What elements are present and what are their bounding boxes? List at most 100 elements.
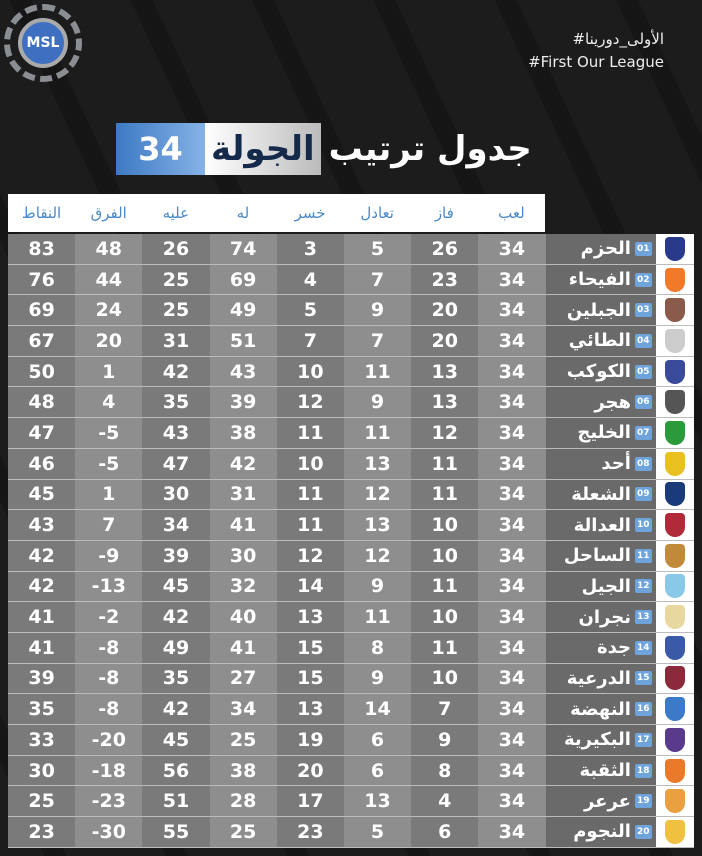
cell-points: 33 xyxy=(8,725,76,755)
cell-goals-for: 43 xyxy=(209,356,277,387)
rank-badge: 10 xyxy=(634,518,652,533)
cell-goals-against: 25 xyxy=(142,264,210,295)
cell-drawn: 5 xyxy=(343,234,412,264)
cell-goals-against: 39 xyxy=(142,540,210,571)
rank-badge: 16 xyxy=(634,702,652,717)
cell-points: 69 xyxy=(8,295,76,326)
team-crest-icon xyxy=(664,605,685,630)
cell-goals-for: 69 xyxy=(209,264,277,295)
team-logo xyxy=(655,234,694,264)
team-name: الطائي xyxy=(568,330,631,352)
cell-goal-diff: -9 xyxy=(75,540,143,571)
team-name: الفيحاء xyxy=(568,269,631,291)
cell-lost: 14 xyxy=(276,571,344,602)
cell-drawn: 5 xyxy=(343,817,412,847)
team-crest-icon xyxy=(664,635,685,660)
cell-team: العدالة 10 xyxy=(545,510,656,540)
cell-team: جدة 14 xyxy=(545,632,656,663)
cell-won: 23 xyxy=(411,264,479,295)
rank-badge: 13 xyxy=(634,610,652,625)
team-name: الجيل xyxy=(581,575,631,597)
cell-goals-against: 56 xyxy=(142,755,210,786)
header-goals-against: عليه xyxy=(162,204,190,222)
cell-lost: 7 xyxy=(276,326,344,356)
team-logo xyxy=(655,418,694,448)
team-logo xyxy=(655,479,694,510)
cell-points: 45 xyxy=(8,479,76,510)
team-name: الحزم xyxy=(580,238,631,260)
cell-won: 6 xyxy=(411,817,479,847)
team-crest-icon xyxy=(664,451,685,476)
cell-team: الكوكب 05 xyxy=(545,356,656,387)
cell-drawn: 13 xyxy=(343,786,412,817)
cell-played: 34 xyxy=(478,387,546,418)
cell-won: 7 xyxy=(411,694,479,724)
cell-drawn: 14 xyxy=(343,694,412,724)
cell-played: 34 xyxy=(478,694,546,724)
cell-won: 13 xyxy=(411,356,479,387)
cell-goals-for: 34 xyxy=(209,694,277,724)
team-name: الكوكب xyxy=(566,361,631,383)
cell-drawn: 12 xyxy=(343,540,412,571)
table-row: 69 24 25 49 5 9 20 34 الجبلين 03 xyxy=(8,295,694,327)
team-logo xyxy=(655,755,694,786)
team-name: جدة xyxy=(596,637,631,659)
cell-played: 34 xyxy=(478,725,546,755)
team-logo xyxy=(655,326,694,356)
rank-badge: 01 xyxy=(634,241,652,256)
rank-badge: 17 xyxy=(634,732,652,747)
cell-lost: 15 xyxy=(276,663,344,694)
cell-lost: 13 xyxy=(276,602,344,632)
table-header: النقاط الفرق عليه له خسر تعادل فاز لعب xyxy=(8,194,545,232)
cell-goals-for: 31 xyxy=(209,479,277,510)
cell-played: 34 xyxy=(478,602,546,632)
cell-team: الخليج 07 xyxy=(545,418,656,448)
table-row: 33 -20 45 25 19 6 9 34 البكيرية 17 xyxy=(8,725,694,756)
msl-logo: MSL xyxy=(4,4,82,82)
cell-goals-against: 49 xyxy=(142,632,210,663)
cell-team: عرعر 19 xyxy=(545,786,656,817)
table-row: 67 20 31 51 7 7 20 34 الطائي 04 xyxy=(8,326,694,357)
team-logo xyxy=(655,264,694,295)
cell-played: 34 xyxy=(478,571,546,602)
cell-goal-diff: 7 xyxy=(75,510,143,540)
cell-goal-diff: 1 xyxy=(75,479,143,510)
cell-lost: 23 xyxy=(276,817,344,847)
cell-goals-against: 26 xyxy=(142,234,210,264)
team-name: الجبلين xyxy=(566,299,631,321)
cell-goals-against: 30 xyxy=(142,479,210,510)
cell-team: أحد 08 xyxy=(545,448,656,479)
cell-goal-diff: -8 xyxy=(75,632,143,663)
cell-drawn: 13 xyxy=(343,510,412,540)
cell-team: الثقبة 18 xyxy=(545,755,656,786)
cell-played: 34 xyxy=(478,479,546,510)
cell-played: 34 xyxy=(478,663,546,694)
team-logo xyxy=(655,694,694,724)
cell-played: 34 xyxy=(478,418,546,448)
cell-lost: 20 xyxy=(276,755,344,786)
rank-badge: 12 xyxy=(634,579,652,594)
rank-badge: 15 xyxy=(634,671,652,686)
cell-team: البكيرية 17 xyxy=(545,725,656,755)
cell-goals-for: 30 xyxy=(209,540,277,571)
team-name: النهضة xyxy=(570,698,631,720)
cell-goals-against: 42 xyxy=(142,694,210,724)
cell-drawn: 13 xyxy=(343,448,412,479)
cell-points: 83 xyxy=(8,234,76,264)
cell-goal-diff: -5 xyxy=(75,448,143,479)
page-title: 34 الجولة جدول ترتيب xyxy=(116,123,532,175)
cell-won: 4 xyxy=(411,786,479,817)
cell-goal-diff: 20 xyxy=(75,326,143,356)
team-name: أحد xyxy=(601,453,631,475)
cell-drawn: 8 xyxy=(343,632,412,663)
cell-goal-diff: -8 xyxy=(75,694,143,724)
cell-lost: 11 xyxy=(276,418,344,448)
team-logo xyxy=(655,356,694,387)
cell-points: 39 xyxy=(8,663,76,694)
team-crest-icon xyxy=(664,513,685,538)
cell-won: 10 xyxy=(411,602,479,632)
hashtag-english: #First Our League xyxy=(528,53,664,71)
cell-drawn: 7 xyxy=(343,264,412,295)
hashtag-arabic: #الأولى_دورينا xyxy=(572,30,664,48)
team-crest-icon xyxy=(664,758,685,783)
